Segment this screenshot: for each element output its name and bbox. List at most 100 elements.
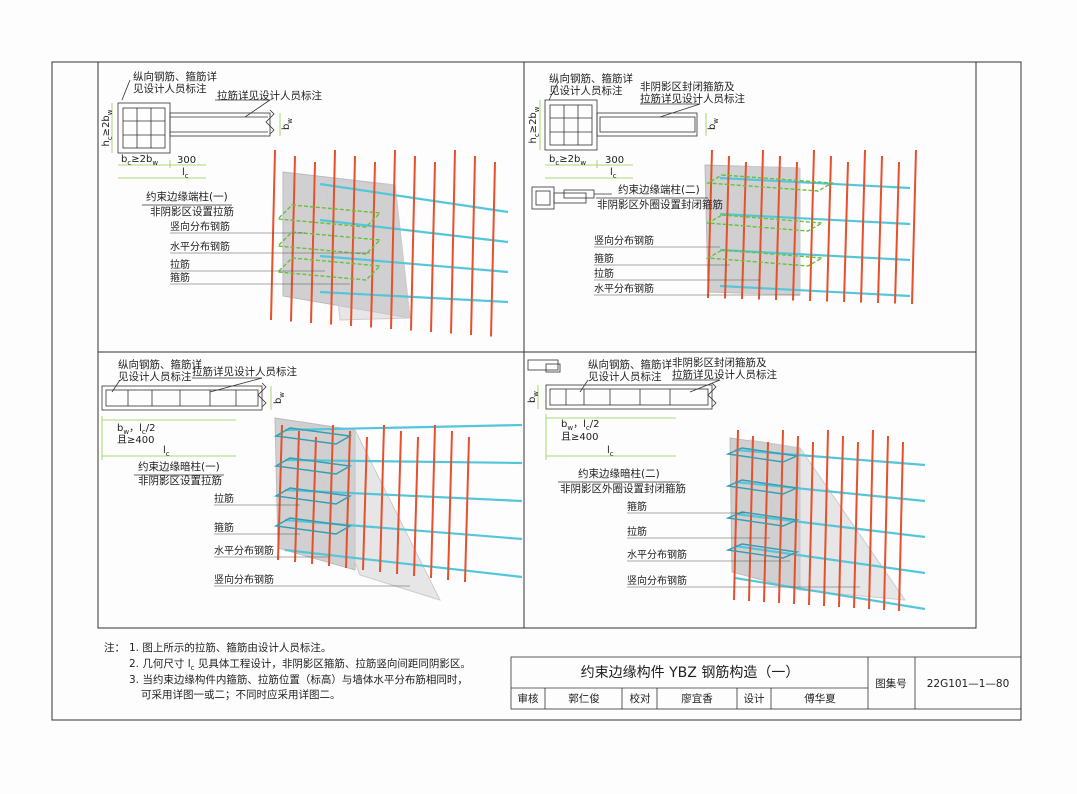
panel: 纵向钢筋、箍筋详 见设计人员标注 非阴影区封闭箍筋及 拉筋详见设计人员标注 bw…: [527, 356, 860, 588]
label: 箍筋: [170, 271, 190, 284]
dimension: bw: [527, 391, 540, 403]
horizontal-bar: [734, 576, 926, 611]
subscript: w: [567, 424, 573, 432]
vertical-bar: [911, 149, 917, 305]
leaders: [594, 246, 800, 296]
vertical-bar: [823, 429, 829, 607]
atlas-label: 图集号: [875, 677, 907, 690]
label: 拉筋: [627, 525, 647, 538]
detail-title: 约束边缘暗柱(一): [138, 460, 220, 473]
vertical-bar: [464, 436, 470, 583]
text-part: b: [273, 398, 284, 404]
vertical-bar: [328, 424, 334, 567]
stirrup: [273, 487, 353, 505]
vertical-bar: [809, 149, 815, 302]
section-sketch: [117, 79, 275, 154]
stirrup: [705, 249, 825, 267]
text-part: /2: [590, 419, 600, 430]
rebar-views: [270, 149, 926, 612]
vertical-bar: [763, 441, 769, 603]
text-part: h: [528, 137, 539, 143]
callout: 纵向钢筋、箍筋详: [133, 70, 217, 83]
dimension: bw，lc/2: [561, 419, 599, 432]
section-sketch: [101, 377, 267, 411]
vertical-bar: [290, 155, 296, 322]
subscript: w: [123, 428, 129, 436]
label: 竖向分布钢筋: [170, 220, 230, 233]
vertical-bar: [370, 161, 376, 328]
text-part: 3. 当约束边缘构件内箍筋、拉筋位置（标高）与墙体水平分布筋相同时，: [129, 673, 468, 686]
dimension: 300: [605, 155, 624, 166]
label: 水平分布钢筋: [170, 240, 230, 253]
detail-subtitle: 非阴影区设置拉筋: [150, 205, 234, 218]
text-part: 可采用详图一或二；不同时应采用详图二。: [141, 688, 341, 701]
dimension: hc≥2bw: [528, 106, 541, 143]
notes: 注： 1. 图上所示的拉筋、箍筋由设计人员标注。 2. 几何尺寸 lc 见具体工…: [104, 641, 471, 701]
dimension: bw: [273, 392, 286, 404]
atlas-number: 22G101—1—80: [927, 678, 1010, 690]
notes-head: 注：: [104, 641, 125, 654]
vertical-bar: [748, 435, 754, 602]
text-part: b: [549, 154, 555, 165]
text-part: ≥2b: [528, 112, 539, 133]
label: 拉筋: [594, 267, 614, 280]
text-part: b: [121, 154, 127, 165]
text-part: 见具体工程设计，非阴影区箍筋、拉筋竖向间距同阴影区。: [194, 657, 470, 670]
dimension-lines: [101, 386, 272, 460]
horizontal-bar: [719, 176, 911, 190]
dimension: lc: [610, 167, 617, 180]
subscript: w: [286, 118, 294, 124]
callout: 见设计人员标注: [118, 370, 192, 383]
label: 竖向分布钢筋: [214, 573, 274, 586]
stirrup: [273, 427, 353, 445]
callout: 非阴影区封闭箍筋及: [672, 356, 767, 369]
text-part: 300: [605, 155, 624, 166]
stirrup: [273, 457, 353, 475]
vertical-bar: [724, 155, 730, 299]
title-block: 约束边缘构件 YBZ 钢筋构造（一） 图集号 22G101—1—80 审核 郭仁…: [510, 656, 1022, 710]
dimension: 300: [177, 155, 196, 166]
vertical-bar: [410, 155, 416, 331]
title-block-grid: [510, 656, 1022, 710]
detail-title: 约束边缘端柱(二): [618, 183, 700, 196]
label: 箍筋: [627, 500, 647, 513]
vertical-bar: [778, 429, 784, 604]
stirrup: [276, 204, 382, 228]
subscript: w: [152, 159, 158, 167]
text-part: /2: [146, 423, 156, 434]
dimension-lines: [539, 100, 707, 179]
dimension: bw: [281, 118, 294, 130]
label: 竖向分布钢筋: [594, 234, 654, 247]
label: 拉筋: [170, 258, 190, 271]
section-sketch: [527, 359, 721, 410]
vertical-bar: [277, 424, 283, 561]
wall-face: [324, 179, 411, 321]
text-part: 且≥400: [117, 434, 154, 446]
text-part: ，l: [129, 423, 142, 434]
field-label: 校对: [630, 692, 651, 705]
label: 水平分布钢筋: [214, 544, 274, 557]
label: 水平分布钢筋: [594, 282, 654, 295]
text-part: b: [707, 124, 718, 130]
callout: 见设计人员标注: [133, 82, 207, 95]
stirrup: [725, 479, 800, 495]
label: 箍筋: [594, 252, 614, 265]
vertical-bar: [808, 441, 814, 606]
callout: 见设计人员标注: [588, 370, 662, 383]
subscript: c: [142, 428, 146, 436]
subscript: c: [127, 159, 131, 167]
vertical-bar: [826, 155, 832, 302]
signature: 廖宜香: [681, 692, 713, 705]
leaders: [627, 512, 860, 588]
vertical-bar: [792, 161, 798, 301]
vertical-bar: [350, 155, 356, 327]
panel: 纵向钢筋、箍筋详 见设计人员标注 非阴影区封闭箍筋及 拉筋详见设计人员标注 hc…: [528, 72, 800, 296]
vertical-bar: [838, 435, 844, 608]
text-part: b: [281, 124, 292, 130]
note-line: 1. 图上所示的拉筋、箍筋由设计人员标注。: [129, 641, 331, 654]
signature: 郭仁俊: [568, 692, 600, 705]
dimension: hc≥2bw: [101, 109, 114, 146]
horizontal-bar: [319, 254, 509, 274]
vertical-bar: [294, 430, 300, 563]
